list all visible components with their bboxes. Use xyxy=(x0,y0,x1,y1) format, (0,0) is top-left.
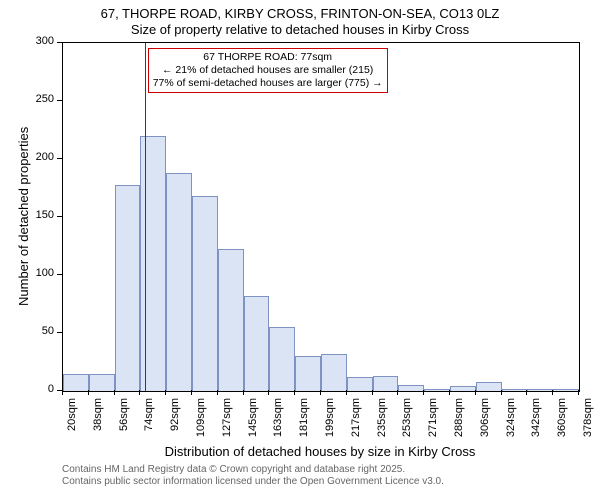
histogram-bar xyxy=(115,185,141,391)
annotation-box: 67 THORPE ROAD: 77sqm← 21% of detached h… xyxy=(148,48,388,93)
xtick-mark xyxy=(501,390,502,395)
footer-line-1: Contains HM Land Registry data © Crown c… xyxy=(62,464,444,476)
marker-line xyxy=(145,43,146,391)
xtick-mark xyxy=(320,390,321,395)
xtick-mark xyxy=(88,390,89,395)
ytick-label: 100 xyxy=(28,267,54,279)
ytick-label: 150 xyxy=(28,209,54,221)
histogram-bar xyxy=(321,354,347,391)
chart-container: 67, THORPE ROAD, KIRBY CROSS, FRINTON-ON… xyxy=(0,0,600,500)
xtick-mark xyxy=(346,390,347,395)
histogram-bar xyxy=(244,296,270,391)
ytick-label: 0 xyxy=(28,383,54,395)
xtick-mark xyxy=(165,390,166,395)
annotation-line: 77% of semi-detached houses are larger (… xyxy=(153,77,383,90)
xtick-mark xyxy=(475,390,476,395)
title-line-2: Size of property relative to detached ho… xyxy=(0,22,600,38)
xtick-label: 92sqm xyxy=(169,398,181,448)
histogram-bar xyxy=(553,389,579,391)
histogram-bar xyxy=(424,389,450,391)
histogram-bar xyxy=(398,385,424,391)
xtick-label: 199sqm xyxy=(324,398,336,448)
histogram-bar xyxy=(295,356,321,391)
xtick-mark xyxy=(191,390,192,395)
ytick-mark xyxy=(57,332,62,333)
x-axis-label: Distribution of detached houses by size … xyxy=(62,444,578,459)
xtick-mark xyxy=(552,390,553,395)
title-line-1: 67, THORPE ROAD, KIRBY CROSS, FRINTON-ON… xyxy=(0,6,600,22)
xtick-label: 378sqm xyxy=(582,398,594,448)
histogram-bar xyxy=(89,374,115,391)
xtick-label: 56sqm xyxy=(118,398,130,448)
xtick-label: 360sqm xyxy=(556,398,568,448)
xtick-mark xyxy=(449,390,450,395)
annotation-line: 67 THORPE ROAD: 77sqm xyxy=(153,51,383,64)
xtick-label: 20sqm xyxy=(66,398,78,448)
xtick-mark xyxy=(217,390,218,395)
xtick-label: 127sqm xyxy=(221,398,233,448)
footer-attribution: Contains HM Land Registry data © Crown c… xyxy=(62,464,444,488)
histogram-bar xyxy=(269,327,295,391)
ytick-mark xyxy=(57,216,62,217)
xtick-mark xyxy=(294,390,295,395)
plot-area xyxy=(62,42,580,392)
xtick-mark xyxy=(372,390,373,395)
xtick-label: 109sqm xyxy=(195,398,207,448)
xtick-label: 38sqm xyxy=(92,398,104,448)
annotation-line: ← 21% of detached houses are smaller (21… xyxy=(153,64,383,77)
xtick-mark xyxy=(268,390,269,395)
xtick-label: 163sqm xyxy=(272,398,284,448)
ytick-mark xyxy=(57,274,62,275)
histogram-bar xyxy=(166,173,192,391)
histogram-bar xyxy=(373,376,399,391)
ytick-mark xyxy=(57,158,62,159)
histogram-bar xyxy=(63,374,89,391)
xtick-mark xyxy=(114,390,115,395)
xtick-mark xyxy=(578,390,579,395)
histogram-bar xyxy=(218,249,244,391)
xtick-mark xyxy=(62,390,63,395)
ytick-label: 50 xyxy=(28,325,54,337)
xtick-label: 324sqm xyxy=(505,398,517,448)
xtick-mark xyxy=(139,390,140,395)
chart-titles: 67, THORPE ROAD, KIRBY CROSS, FRINTON-ON… xyxy=(0,0,600,37)
ytick-label: 300 xyxy=(28,35,54,47)
xtick-mark xyxy=(423,390,424,395)
histogram-bar xyxy=(450,386,476,391)
footer-line-2: Contains public sector information licen… xyxy=(62,476,444,488)
xtick-label: 74sqm xyxy=(143,398,155,448)
ytick-label: 250 xyxy=(28,93,54,105)
ytick-label: 200 xyxy=(28,151,54,163)
xtick-mark xyxy=(243,390,244,395)
histogram-bar xyxy=(527,389,553,391)
histogram-bar xyxy=(347,377,373,391)
xtick-label: 235sqm xyxy=(376,398,388,448)
xtick-label: 181sqm xyxy=(298,398,310,448)
xtick-label: 145sqm xyxy=(247,398,259,448)
histogram-bar xyxy=(476,382,502,391)
xtick-label: 306sqm xyxy=(479,398,491,448)
xtick-mark xyxy=(526,390,527,395)
xtick-label: 217sqm xyxy=(350,398,362,448)
xtick-mark xyxy=(397,390,398,395)
histogram-bar xyxy=(192,196,218,391)
xtick-label: 342sqm xyxy=(530,398,542,448)
histogram-bar xyxy=(502,389,528,391)
xtick-label: 288sqm xyxy=(453,398,465,448)
ytick-mark xyxy=(57,100,62,101)
ytick-mark xyxy=(57,42,62,43)
xtick-label: 271sqm xyxy=(427,398,439,448)
xtick-label: 253sqm xyxy=(401,398,413,448)
